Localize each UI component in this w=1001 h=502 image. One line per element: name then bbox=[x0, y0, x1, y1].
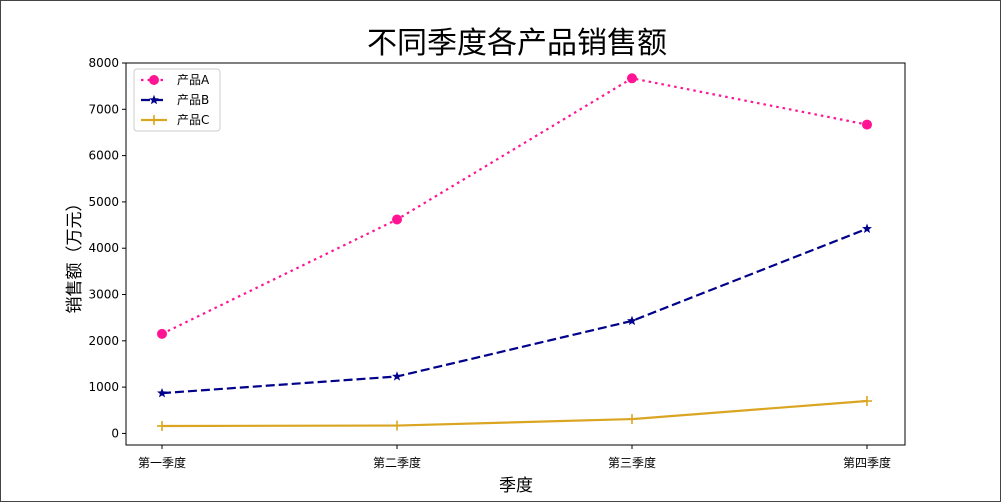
x-tick-label: 第三季度 bbox=[608, 455, 656, 470]
legend-marker bbox=[149, 115, 159, 125]
y-axis-label: 销售额（万元） bbox=[65, 195, 85, 314]
data-point bbox=[627, 73, 637, 84]
legend-label: 产品A bbox=[177, 73, 210, 87]
x-tick-label: 第四季度 bbox=[843, 455, 891, 470]
y-tick-label: 2000 bbox=[88, 334, 119, 348]
data-point bbox=[627, 414, 637, 425]
y-tick-label: 7000 bbox=[88, 102, 119, 116]
series-1 bbox=[157, 73, 872, 339]
y-tick-label: 0 bbox=[111, 426, 119, 440]
x-axis-ticks: 第一季度 第二季度 第三季度 第四季度 bbox=[138, 445, 891, 470]
y-tick-label: 5000 bbox=[88, 195, 119, 209]
y-tick-label: 8000 bbox=[88, 56, 119, 70]
y-tick-label: 3000 bbox=[88, 288, 119, 302]
legend-label: 产品B bbox=[177, 93, 209, 107]
data-point bbox=[862, 119, 872, 130]
series-3 bbox=[157, 396, 872, 432]
x-axis-label: 季度 bbox=[499, 476, 533, 496]
series-layer bbox=[157, 73, 872, 432]
series-line bbox=[161, 77, 868, 335]
legend-item: 产品A bbox=[141, 73, 210, 87]
data-point bbox=[862, 223, 872, 233]
y-tick-label: 4000 bbox=[88, 241, 119, 255]
data-point bbox=[157, 421, 167, 432]
y-axis-ticks: 0 1000 2000 3000 4000 5000 6000 7000 8000 bbox=[88, 56, 126, 440]
legend-marker bbox=[149, 75, 159, 85]
series-2 bbox=[157, 223, 872, 398]
legend: 产品A 产品B 产品C bbox=[133, 68, 221, 132]
data-point bbox=[627, 315, 637, 326]
y-tick-label: 1000 bbox=[88, 380, 119, 394]
legend-marker bbox=[149, 94, 159, 105]
data-point bbox=[157, 387, 167, 398]
legend-label: 产品C bbox=[177, 113, 209, 127]
legend-item: 产品C bbox=[141, 113, 209, 127]
legend-item: 产品B bbox=[141, 93, 209, 107]
data-point bbox=[862, 396, 872, 407]
data-point bbox=[157, 328, 167, 339]
series-line bbox=[161, 227, 868, 395]
plot-area bbox=[125, 62, 906, 446]
x-tick-label: 第一季度 bbox=[138, 455, 186, 470]
data-point bbox=[392, 371, 402, 381]
series-line bbox=[161, 399, 868, 428]
chart-title: 不同季度各产品销售额 bbox=[367, 26, 667, 61]
x-tick-label: 第二季度 bbox=[373, 455, 421, 470]
y-tick-label: 6000 bbox=[88, 149, 119, 163]
data-point bbox=[392, 214, 402, 225]
data-point bbox=[392, 420, 402, 431]
